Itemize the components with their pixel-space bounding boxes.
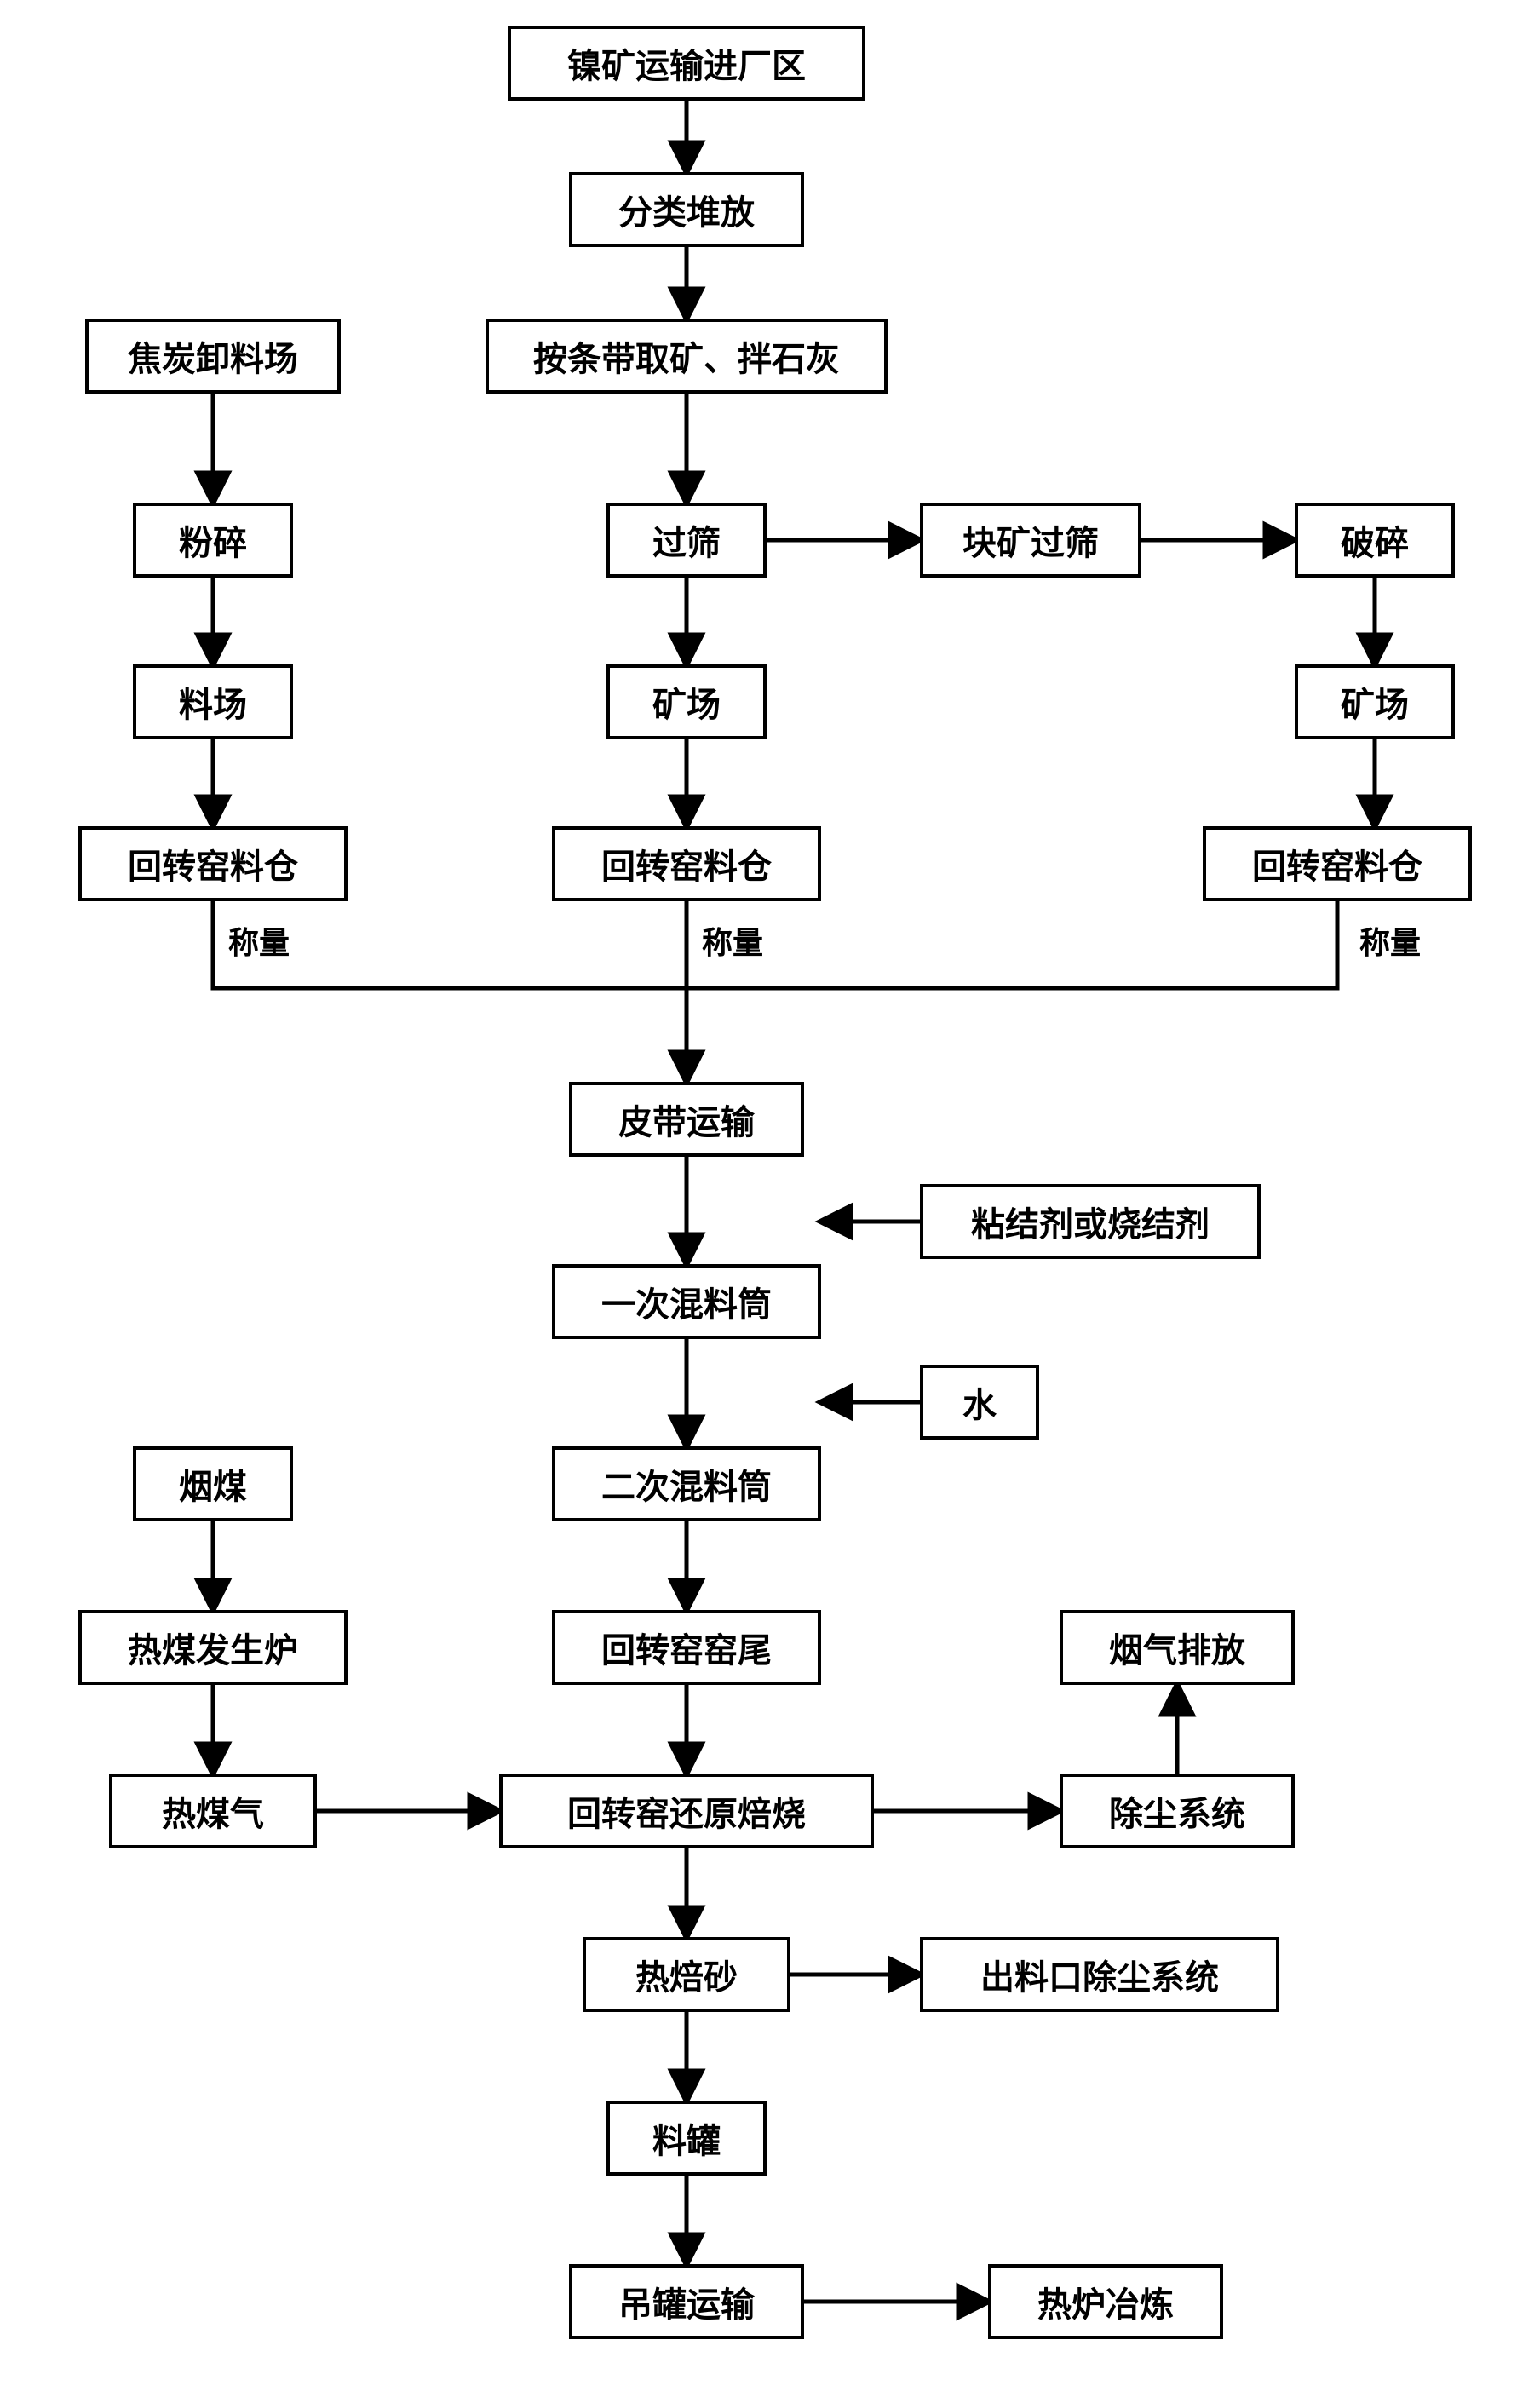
- node-label: 皮带运输: [618, 1095, 755, 1144]
- flow-node-n16: 粘结剂或烧结剂: [920, 1184, 1261, 1259]
- node-label: 回转窑窑尾: [601, 1623, 772, 1672]
- node-label: 热煤气: [162, 1786, 264, 1836]
- flow-node-n8: 破碎: [1295, 503, 1455, 578]
- flow-node-n12: 回转窑料仓: [78, 826, 348, 901]
- flow-node-n9: 料场: [133, 664, 293, 739]
- flow-node-n13: 回转窑料仓: [552, 826, 821, 901]
- node-label: 块矿过筛: [962, 515, 1099, 565]
- node-label: 回转窑料仓: [128, 839, 298, 888]
- node-label: 回转窑料仓: [1252, 839, 1422, 888]
- node-label: 镍矿运输进厂区: [567, 38, 806, 88]
- node-label: 粘结剂或烧结剂: [971, 1197, 1210, 1246]
- flow-node-n2: 分类堆放: [569, 172, 804, 247]
- flowchart-canvas: 镍矿运输进厂区分类堆放按条带取矿、拌石灰 焦炭卸料场粉碎 过筛 块矿过筛 破碎料场 矿场 矿…: [17, 17, 1540, 2386]
- node-label: 水: [962, 1377, 997, 1427]
- flow-node-n31: 热炉冶炼: [988, 2264, 1223, 2339]
- flow-node-n21: 热煤发生炉: [78, 1610, 348, 1685]
- flow-node-n10: 矿场: [606, 664, 767, 739]
- edge-label-l3: 称量: [1359, 918, 1421, 963]
- flow-node-n19: 二次混料筒: [552, 1446, 821, 1521]
- node-label: 热煤发生炉: [128, 1623, 298, 1672]
- flow-node-n6: 过筛: [606, 503, 767, 578]
- label-text: 称量: [1359, 925, 1421, 960]
- node-label: 焦炭卸料场: [128, 331, 298, 381]
- flow-node-n17: 一次混料筒: [552, 1264, 821, 1339]
- edge-label-l2: 称量: [702, 918, 763, 963]
- node-label: 热焙砂: [635, 1950, 738, 1999]
- flow-node-n22: 回转窑窑尾: [552, 1610, 821, 1685]
- flow-node-n14: 回转窑料仓: [1203, 826, 1472, 901]
- node-label: 破碎: [1341, 515, 1409, 565]
- node-label: 热炉冶炼: [1037, 2277, 1174, 2326]
- node-label: 一次混料筒: [601, 1277, 772, 1326]
- flow-node-n29: 料罐: [606, 2101, 767, 2176]
- flow-node-n27: 热焙砂: [583, 1937, 790, 2012]
- flow-node-n24: 热煤气: [109, 1774, 317, 1848]
- flow-node-n23: 烟气排放: [1060, 1610, 1295, 1685]
- node-label: 烟气排放: [1109, 1623, 1245, 1672]
- node-label: 吊罐运输: [618, 2277, 755, 2326]
- flow-node-n7: 块矿过筛: [920, 503, 1141, 578]
- node-label: 除尘系统: [1109, 1786, 1245, 1836]
- flow-node-n11: 矿场: [1295, 664, 1455, 739]
- flow-node-n5: 粉碎: [133, 503, 293, 578]
- node-label: 粉碎: [179, 515, 247, 565]
- label-text: 称量: [228, 925, 290, 960]
- node-label: 回转窑还原焙烧: [567, 1786, 806, 1836]
- node-label: 出料口除尘系统: [980, 1950, 1219, 1999]
- flow-node-n3: 按条带取矿、拌石灰: [486, 319, 888, 394]
- flow-node-n4: 焦炭卸料场: [85, 319, 341, 394]
- node-label: 按条带取矿、拌石灰: [533, 331, 840, 381]
- node-label: 矿场: [1341, 677, 1409, 727]
- edge-13: [687, 901, 1337, 988]
- node-label: 分类堆放: [618, 185, 755, 234]
- flow-node-n18: 水: [920, 1365, 1039, 1440]
- flow-node-n20: 烟煤: [133, 1446, 293, 1521]
- node-label: 烟煤: [179, 1459, 247, 1509]
- flow-node-n15: 皮带运输: [569, 1082, 804, 1157]
- flow-node-n1: 镍矿运输进厂区: [508, 26, 865, 101]
- node-label: 过筛: [652, 515, 721, 565]
- flow-node-n30: 吊罐运输: [569, 2264, 804, 2339]
- flow-node-n28: 出料口除尘系统: [920, 1937, 1279, 2012]
- edge-label-l1: 称量: [228, 918, 290, 963]
- node-label: 矿场: [652, 677, 721, 727]
- node-label: 二次混料筒: [601, 1459, 772, 1509]
- node-label: 料场: [179, 677, 247, 727]
- label-text: 称量: [702, 925, 763, 960]
- flow-node-n26: 除尘系统: [1060, 1774, 1295, 1848]
- flow-node-n25: 回转窑还原焙烧: [499, 1774, 874, 1848]
- node-label: 回转窑料仓: [601, 839, 772, 888]
- node-label: 料罐: [652, 2113, 721, 2163]
